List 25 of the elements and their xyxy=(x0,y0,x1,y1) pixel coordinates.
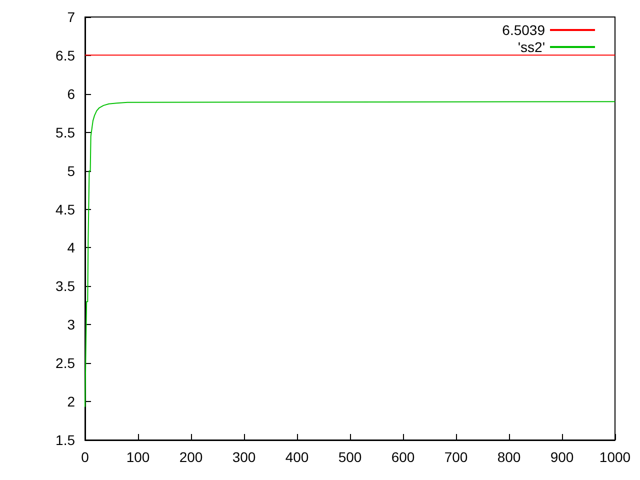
y-tick-label: 4 xyxy=(67,240,76,256)
x-tick-label: 500 xyxy=(338,449,362,465)
y-tick-label: 2.5 xyxy=(56,355,76,372)
y-tick-label: 7 xyxy=(67,9,76,25)
y-tick-label: 6.5 xyxy=(56,47,76,64)
y-tick-label: 5 xyxy=(67,162,76,179)
legend-label: 6.5039 xyxy=(502,22,546,38)
x-tick-label: 100 xyxy=(126,449,150,465)
y-tick-label: 6 xyxy=(67,86,76,102)
x-tick-label: 0 xyxy=(81,449,90,465)
y-tick-label: 5.5 xyxy=(56,124,76,140)
x-tick-label: 600 xyxy=(391,449,415,465)
x-tick-label: 400 xyxy=(285,449,309,465)
x-tick-label: 200 xyxy=(179,449,203,465)
legend-label: 'ss2' xyxy=(518,39,545,55)
y-tick-label: 3.5 xyxy=(56,278,76,294)
y-tick-label: 1.5 xyxy=(56,432,76,448)
x-tick-label: 800 xyxy=(497,449,521,465)
x-tick-label: 1000 xyxy=(599,449,631,465)
y-tick-label: 2 xyxy=(67,394,76,410)
y-tick-label: 3 xyxy=(67,316,76,333)
x-tick-label: 900 xyxy=(550,449,574,465)
x-tick-label: 700 xyxy=(444,449,468,465)
x-tick-label: 300 xyxy=(232,449,256,465)
y-tick-label: 4.5 xyxy=(56,201,76,218)
